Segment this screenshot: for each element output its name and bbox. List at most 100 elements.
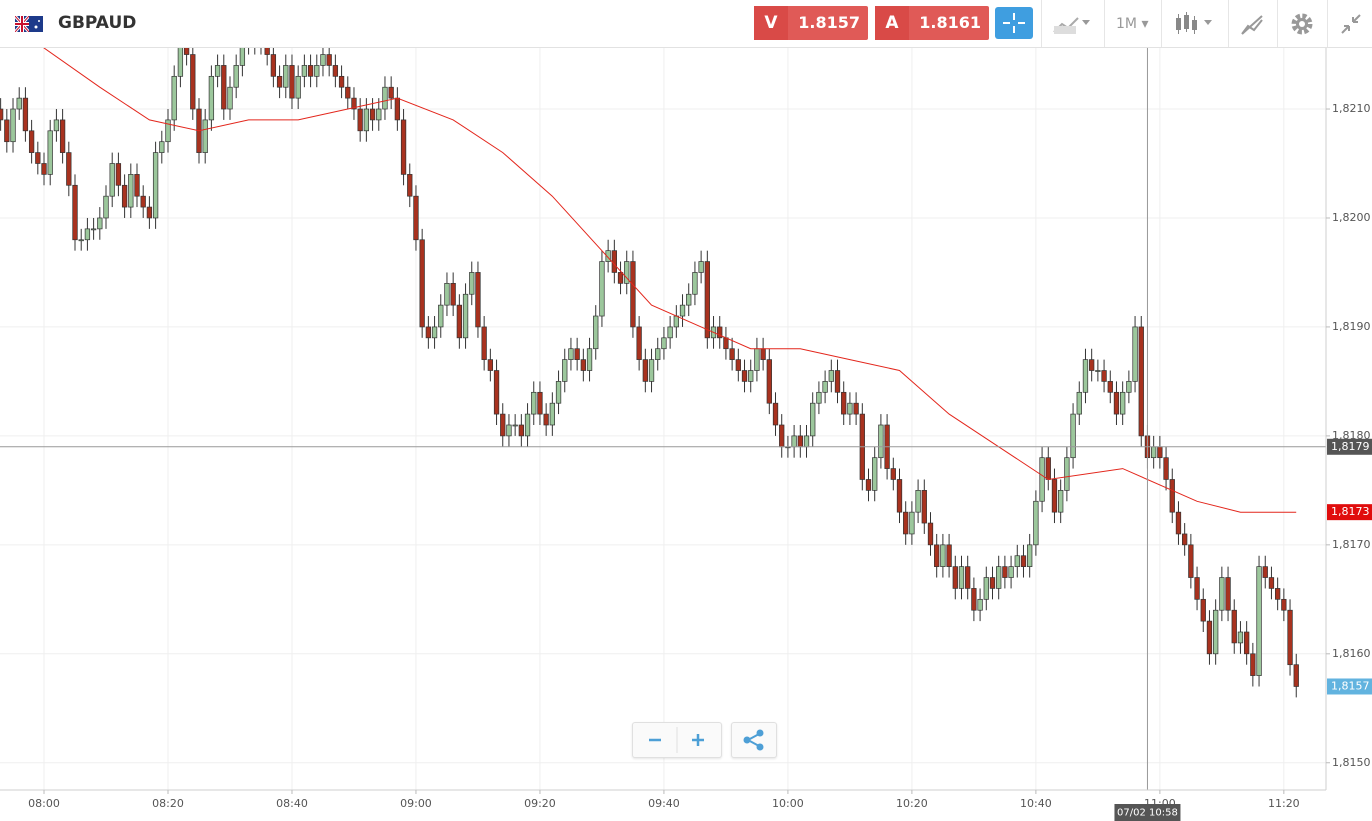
candle-body <box>679 304 686 317</box>
candle-body <box>803 435 810 448</box>
symbol: GBPAUD <box>58 13 137 33</box>
candle-body <box>555 381 562 404</box>
chart-type-button[interactable] <box>1052 12 1096 36</box>
candle-body <box>270 54 277 77</box>
timeframe: 1M <box>1116 16 1137 32</box>
candle-body <box>834 370 841 393</box>
separator <box>1041 0 1042 47</box>
candle-body <box>289 65 295 99</box>
candle-body <box>1107 381 1113 393</box>
candle-body <box>1138 326 1144 437</box>
candle-body <box>1076 391 1082 415</box>
x-tick-label: 08:00 <box>28 797 60 810</box>
candle-body <box>1250 653 1256 676</box>
crosshair-button[interactable] <box>995 7 1033 39</box>
candle-body <box>419 239 425 328</box>
candle-body <box>320 54 326 66</box>
x-tick-label: 08:40 <box>276 797 308 810</box>
price-marker-label: 1,8173 <box>1331 505 1370 518</box>
candle-body <box>915 490 921 513</box>
candle-body <box>735 359 741 371</box>
candle-body <box>791 435 797 448</box>
candle-body <box>1182 533 1188 546</box>
toolbar: GBPAUD V 1.8157 A 1.8161 1M ▾ <box>0 0 1372 48</box>
candle-body <box>1113 391 1120 415</box>
candle-body <box>1058 490 1064 513</box>
x-tick-label: 10:40 <box>1020 797 1052 810</box>
candle-body <box>28 130 35 153</box>
candle-body <box>469 272 475 295</box>
candle-body <box>822 381 828 393</box>
candle-body <box>1281 598 1287 611</box>
candle-body <box>382 86 388 110</box>
y-tick-label: 1,8180 <box>1332 429 1371 442</box>
candle-body <box>115 163 122 186</box>
candle-body <box>971 588 977 611</box>
candle-body <box>363 108 370 132</box>
candle-style-button[interactable] <box>1174 12 1218 36</box>
candle-body <box>1287 609 1293 666</box>
candle-body <box>506 424 512 437</box>
candle-body <box>214 65 221 77</box>
candle-body <box>171 75 177 121</box>
zoom-controls <box>632 722 722 758</box>
candle-body <box>413 195 419 241</box>
candle-body <box>729 348 735 360</box>
candle-body <box>741 370 748 382</box>
y-tick-label: 1,8190 <box>1332 320 1371 333</box>
candle-body <box>1157 446 1163 459</box>
timeframe-button[interactable]: 1M ▾ <box>1116 16 1149 32</box>
separator <box>1161 0 1162 47</box>
candle-body <box>1033 500 1039 546</box>
candle-body <box>481 326 487 360</box>
candle-body <box>444 282 450 306</box>
candle-body <box>698 261 704 273</box>
zoom-in[interactable] <box>692 734 704 746</box>
moving-average-line <box>43 48 1297 513</box>
share-button[interactable] <box>731 722 777 758</box>
candle-body <box>847 402 853 415</box>
candle-body <box>35 152 41 164</box>
grid <box>0 48 1326 790</box>
candle-body <box>797 435 803 448</box>
crosshair-time-label: 07/02 10:58 <box>1117 808 1178 819</box>
candle-body <box>276 75 283 88</box>
candle-body <box>841 391 847 415</box>
buy-button[interactable]: A 1.8161 <box>875 6 989 40</box>
collapse-button[interactable] <box>1340 13 1362 35</box>
candle-body <box>301 65 308 77</box>
candle-body <box>779 424 785 448</box>
candle-body <box>462 293 469 339</box>
candle-body <box>611 250 617 273</box>
candle-body <box>574 348 580 360</box>
candle-body <box>717 326 723 339</box>
sell-button[interactable]: V 1.8157 <box>754 6 868 40</box>
candle-body <box>66 152 72 186</box>
draw-button[interactable] <box>1240 12 1264 36</box>
candle-body <box>1293 664 1299 687</box>
candle-body <box>326 54 332 66</box>
candle-body <box>394 97 401 121</box>
candle-body <box>1070 413 1076 459</box>
y-tick-label: 1,8150 <box>1332 756 1371 769</box>
candle-body <box>946 544 952 567</box>
candle-body <box>1132 326 1138 382</box>
candle-body <box>562 359 568 382</box>
candle-body <box>78 239 84 242</box>
candle-body <box>307 65 314 77</box>
candle-body <box>927 522 934 546</box>
candle-body <box>227 86 233 110</box>
candle-body <box>1188 544 1194 578</box>
flag-icon <box>15 16 43 32</box>
candle-body <box>431 326 438 339</box>
settings-button[interactable] <box>1289 11 1315 37</box>
candle-body <box>121 184 128 208</box>
candle-body <box>103 195 109 219</box>
candle-body <box>1020 555 1027 567</box>
candle-body <box>896 479 903 513</box>
candle-body <box>568 348 574 360</box>
candle-body <box>593 315 599 350</box>
candle-body <box>41 163 47 175</box>
candle-body <box>239 48 246 66</box>
x-tick-label: 09:00 <box>400 797 432 810</box>
